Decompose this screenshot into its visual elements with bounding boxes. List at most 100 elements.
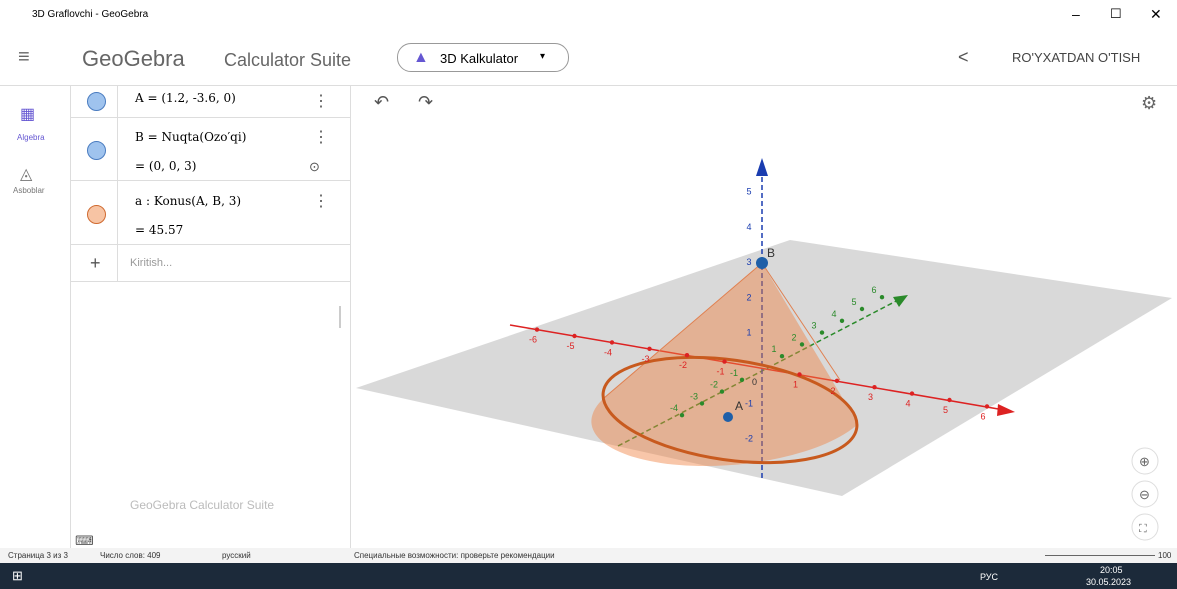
axis-tick: [680, 413, 684, 417]
axis-tick: [780, 354, 784, 358]
value: = (0, 0, 3): [135, 159, 196, 173]
caret: ▾: [540, 51, 545, 62]
add[interactable]: +: [90, 253, 101, 274]
input-language[interactable]: РУС: [980, 572, 998, 582]
axis-tick: [860, 307, 864, 311]
x-arrow: [997, 404, 1015, 416]
sidebar-item[interactable]: Algebra: [17, 133, 45, 142]
taskbar: ⊞ РУС 20:05 30.05.2023: [0, 563, 1177, 589]
axis-tick: [720, 389, 724, 393]
axis-tick-label: 6: [980, 411, 985, 421]
app-switcher[interactable]: ▲ 3D Kalkulator ▾: [397, 43, 569, 72]
axis-tick: [947, 398, 951, 402]
visibility-toggle[interactable]: [87, 141, 106, 160]
axis-tick: [835, 379, 839, 383]
share[interactable]: <: [958, 47, 969, 68]
sidebar: ▦ Algebra ◬ Asboblar: [0, 86, 71, 548]
more[interactable]: ⋮: [313, 91, 329, 111]
axis-tick: [572, 334, 576, 338]
window-title: 3D Graflovchi - GeoGebra: [32, 9, 148, 20]
zoom-in-icon: ⊕: [1139, 454, 1150, 469]
axis-tick-label: -4: [670, 403, 678, 413]
axis-tick: [985, 404, 989, 408]
algebra-icon: ▦: [20, 104, 35, 124]
play[interactable]: ⊙: [309, 159, 320, 175]
axis-tick-label: 3: [811, 321, 816, 331]
clock-date[interactable]: 30.05.2023: [1086, 577, 1131, 587]
close[interactable]: ✕: [1150, 6, 1162, 23]
axis-tick: [800, 342, 804, 346]
app-icon: ▲: [413, 49, 429, 67]
axis-tick-label: -3: [690, 391, 698, 401]
settings[interactable]: ⚙: [1141, 93, 1157, 113]
axis-tick-label: -2: [745, 434, 753, 444]
header: ≡ GeoGebra Calculator Suite ▲ 3D Kalkula…: [0, 30, 1177, 86]
axis-tick-label: 2: [746, 292, 751, 302]
axis-tick: [685, 353, 689, 357]
signup[interactable]: RO'YXATDAN O'TISH: [1012, 50, 1140, 65]
axis-tick-label: 4: [905, 399, 910, 409]
menu[interactable]: ≡: [18, 46, 30, 69]
axis-tick-label: -1: [745, 398, 753, 408]
app-name: 3D Kalkulator: [440, 51, 518, 66]
clock-time[interactable]: 20:05: [1100, 565, 1123, 575]
axis-tick: [840, 319, 844, 323]
redo[interactable]: ↷: [418, 92, 433, 112]
title-bar: 3D Graflovchi - GeoGebra – ☐ ✕: [0, 0, 1177, 30]
visibility-toggle[interactable]: [87, 205, 106, 224]
definition: A = (1.2, -3.6, 0): [135, 91, 236, 105]
maximize[interactable]: ☐: [1110, 6, 1122, 22]
definition: B = Nuqta(Ozo′qi): [135, 130, 246, 144]
axis-tick-label: -5: [566, 341, 574, 351]
z-arrow: [756, 158, 768, 176]
input-placeholder[interactable]: Kiritish...: [130, 257, 172, 269]
point-a[interactable]: [723, 412, 733, 422]
zoom-level: 100: [1158, 551, 1171, 560]
axis-tick: [820, 330, 824, 334]
algebra-panel: A = (1.2, -3.6, 0) ⋮ B = Nuqta(Ozo′qi) =…: [70, 86, 351, 548]
undo[interactable]: ↶: [374, 92, 389, 112]
axis-tick: [740, 378, 744, 382]
axis-tick-label: 2: [830, 386, 835, 396]
minimize[interactable]: –: [1072, 6, 1080, 22]
keyboard[interactable]: ⌨: [75, 533, 94, 549]
axis-tick-label: -3: [641, 354, 649, 364]
more[interactable]: ⋮: [313, 191, 329, 211]
axis-tick: [797, 372, 801, 376]
scrollbar: [339, 306, 341, 328]
axis-tick: [872, 385, 876, 389]
word-count: Число слов: 409: [100, 551, 160, 560]
page-count: Страница 3 из 3: [8, 551, 68, 560]
axis-tick: [722, 359, 726, 363]
start[interactable]: ⊞: [12, 568, 23, 584]
point-label: A: [735, 399, 743, 413]
visibility-toggle[interactable]: [87, 92, 106, 111]
page: 3D Graflovchi - GeoGebra – ☐ ✕ ≡ GeoGebr…: [0, 0, 1177, 589]
axis-tick-label: 1: [793, 379, 798, 389]
axis-tick-label: -2: [710, 380, 718, 390]
watermark: GeoGebra Calculator Suite: [130, 498, 274, 512]
status-bar: Страница 3 из 3 Число слов: 409 русский …: [0, 548, 1177, 563]
tools-icon: ◬: [20, 164, 32, 184]
point-label: B: [767, 246, 775, 260]
axis-tick: [880, 295, 884, 299]
input-row[interactable]: + Kiritish...: [70, 245, 350, 282]
axis-tick-label: 5: [851, 297, 856, 307]
algebra-row[interactable]: a : Konus(A, B, 3) = 45.57 ⋮: [70, 181, 350, 245]
axis-tick-label: 6: [871, 285, 876, 295]
more[interactable]: ⋮: [313, 127, 329, 147]
sidebar-item[interactable]: Asboblar: [13, 186, 45, 195]
axis-tick-label: 3: [746, 257, 751, 267]
definition: a : Konus(A, B, 3): [135, 194, 241, 208]
suite: Calculator Suite: [224, 50, 351, 71]
axis-tick-label: 1: [746, 328, 751, 338]
algebra-row[interactable]: B = Nuqta(Ozo′qi) = (0, 0, 3) ⋮ ⊙: [70, 117, 350, 181]
zoom-slider[interactable]: [1045, 555, 1155, 556]
algebra-row[interactable]: A = (1.2, -3.6, 0) ⋮: [70, 86, 350, 118]
axis-tick: [535, 327, 539, 331]
axis-tick-label: 1: [771, 344, 776, 354]
zoom-out-icon: ⊖: [1139, 487, 1150, 502]
axis-tick-label: -1: [716, 367, 724, 377]
axis-tick-label: 3: [868, 392, 873, 402]
accessibility[interactable]: Специальные возможности: проверьте реком…: [354, 551, 555, 560]
